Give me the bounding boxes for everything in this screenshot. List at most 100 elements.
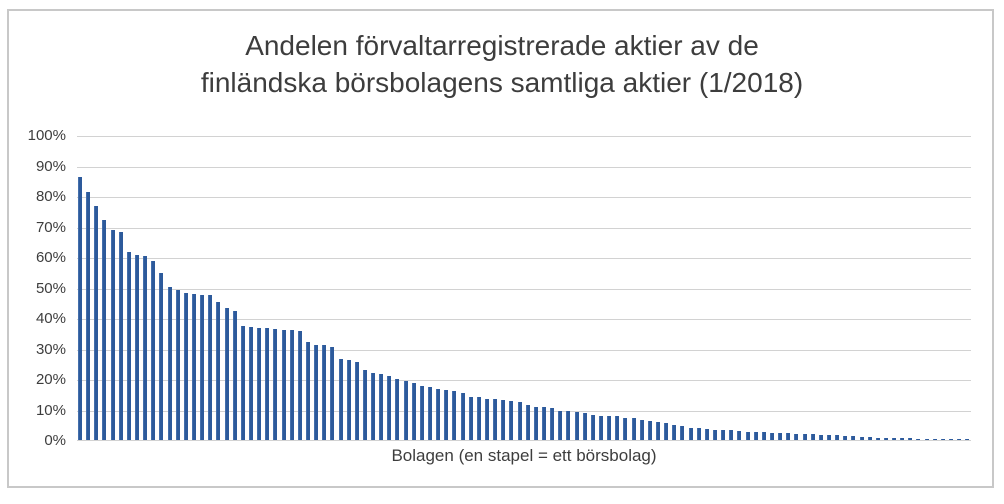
bar (78, 177, 82, 440)
y-axis-tick-label: 50% (35, 279, 66, 297)
bar (126, 252, 131, 440)
y-axis-tick-label: 20% (35, 371, 66, 388)
bar (810, 434, 815, 440)
bar (94, 205, 99, 440)
bar (403, 381, 408, 440)
bar (533, 406, 538, 440)
bar-series (78, 136, 970, 440)
bar (134, 255, 139, 440)
bar (468, 396, 473, 440)
gridline (77, 136, 971, 137)
bar (208, 295, 213, 440)
bar (265, 328, 270, 440)
bar (346, 360, 351, 440)
bar (289, 330, 294, 440)
gridline (77, 319, 971, 320)
bar (932, 438, 937, 440)
bar (476, 397, 481, 440)
bar (737, 431, 742, 440)
bar (794, 433, 799, 440)
gridline (77, 410, 971, 412)
plot-area (77, 136, 971, 441)
bar (818, 434, 823, 440)
y-axis-tick-labels: 100% 90% 80% 70% 60% 50% 40% 30% 20% 10% 0% (8, 127, 66, 449)
bar (826, 435, 831, 440)
bar (607, 416, 612, 440)
bar (110, 230, 115, 440)
bar (371, 372, 376, 440)
bar (322, 345, 327, 440)
bar (900, 438, 905, 440)
bar (753, 432, 758, 440)
bar (102, 219, 107, 440)
bar (525, 405, 530, 440)
bar (305, 342, 310, 440)
y-axis-tick-label: 0% (44, 432, 66, 449)
bar (248, 326, 253, 440)
y-axis-tick-label: 10% (35, 401, 66, 419)
bar (574, 412, 579, 440)
bar (257, 327, 262, 440)
chart-title-line-1: Andelen förvaltarregistrerade aktier av … (245, 30, 759, 61)
bar (411, 382, 416, 440)
x-axis-line (77, 440, 971, 441)
bar (639, 419, 644, 440)
bar (240, 326, 245, 440)
y-axis-tick-label: 30% (35, 340, 66, 358)
bar (159, 273, 164, 440)
gridline (77, 197, 971, 198)
y-axis-tick-label: 60% (35, 249, 66, 266)
gridline (77, 166, 971, 168)
bar (843, 435, 848, 440)
bar (273, 328, 278, 440)
bar (436, 389, 441, 440)
y-axis-tick-label: 90% (35, 157, 66, 175)
bar (200, 294, 205, 440)
bar (590, 414, 595, 440)
bar (428, 386, 433, 440)
bar (696, 428, 701, 440)
bar (509, 400, 514, 440)
bar (778, 433, 783, 440)
bar (550, 408, 555, 440)
bar (143, 256, 148, 440)
bar (281, 329, 286, 440)
bar (957, 439, 962, 440)
bar (672, 424, 677, 440)
bar (916, 438, 921, 440)
bar (232, 310, 237, 440)
bar (542, 407, 547, 440)
bar (883, 437, 888, 440)
bar (949, 439, 954, 440)
bar (965, 439, 970, 440)
bar (688, 427, 693, 440)
bar (908, 438, 913, 440)
bar (729, 430, 734, 440)
bar (501, 400, 506, 440)
gridline (77, 258, 971, 259)
bar (745, 431, 750, 440)
bar (183, 292, 188, 440)
bar (86, 192, 91, 440)
y-axis-tick-label: 70% (35, 218, 66, 236)
bar (566, 411, 571, 440)
bar (859, 436, 864, 440)
bar (452, 390, 457, 440)
bar (615, 416, 620, 440)
bar (395, 379, 400, 440)
gridline (77, 288, 971, 290)
bar (338, 359, 343, 440)
bar (664, 423, 669, 440)
bar (712, 429, 717, 440)
bar (216, 301, 221, 440)
bar (314, 344, 319, 440)
bar (419, 385, 424, 440)
bar (940, 438, 945, 440)
bar (769, 432, 774, 440)
gridline (77, 349, 971, 351)
bar (517, 401, 522, 440)
bar (485, 398, 490, 440)
bar (655, 422, 660, 440)
bar (167, 287, 172, 440)
